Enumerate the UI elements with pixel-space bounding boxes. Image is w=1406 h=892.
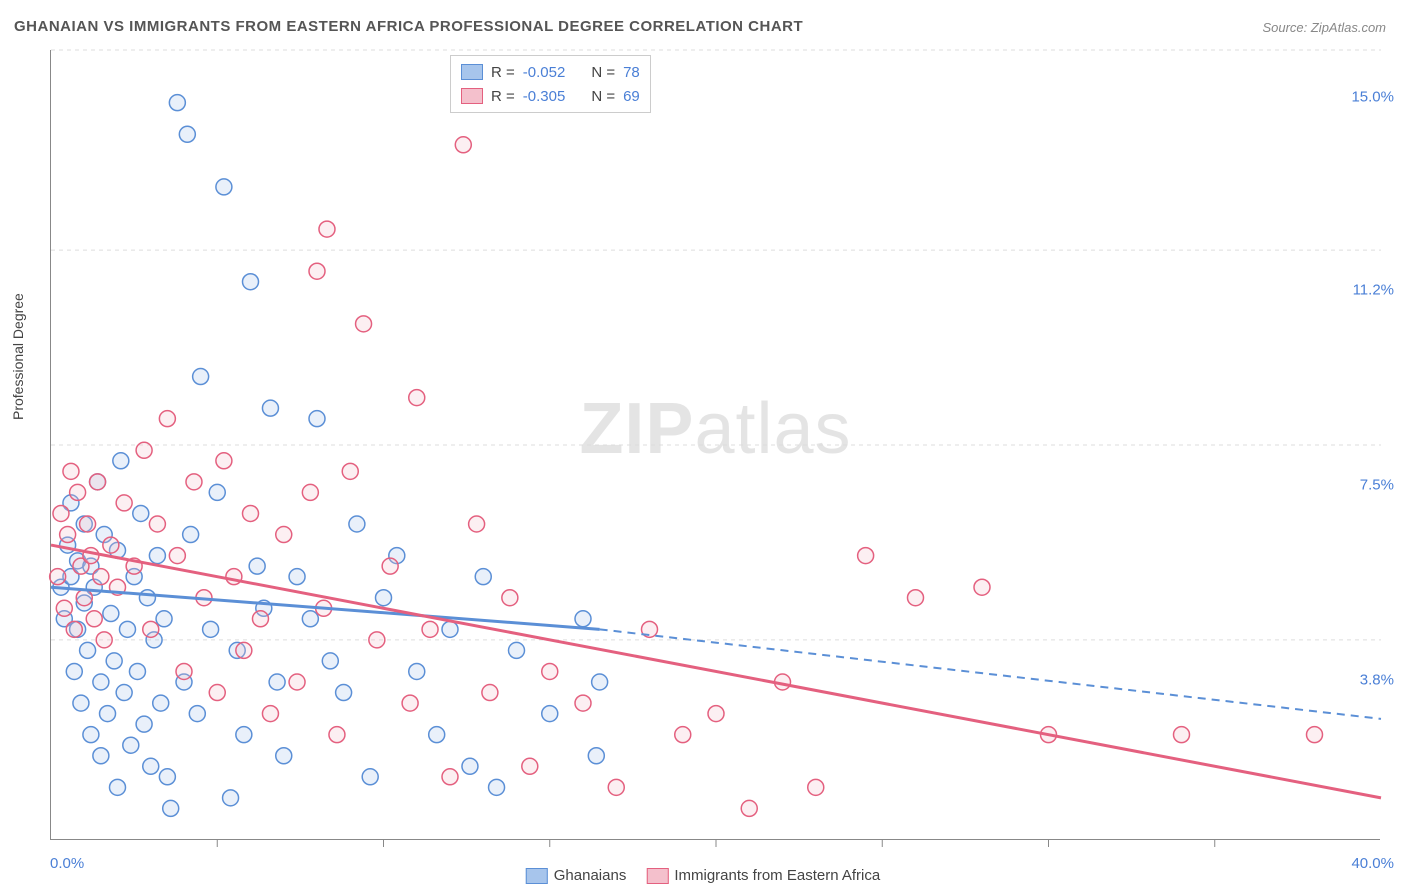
legend-swatch-blue xyxy=(526,868,548,884)
legend-n-label: N = xyxy=(591,88,615,105)
plot-area: ZIPatlas xyxy=(50,50,1380,840)
legend-label: Immigrants from Eastern Africa xyxy=(674,867,880,884)
y-tick-label: 3.8% xyxy=(1360,672,1394,689)
y-tick-label: 7.5% xyxy=(1360,477,1394,494)
legend-r-value: -0.305 xyxy=(523,88,566,105)
y-tick-label: 15.0% xyxy=(1351,89,1394,106)
correlation-legend: R = -0.052 N = 78 R = -0.305 N = 69 xyxy=(450,55,651,113)
chart-svg xyxy=(51,50,1380,839)
chart-title: GHANAIAN VS IMMIGRANTS FROM EASTERN AFRI… xyxy=(14,18,803,35)
legend-n-value: 78 xyxy=(623,64,640,81)
bottom-legend: Ghanaians Immigrants from Eastern Africa xyxy=(526,867,880,884)
legend-n-label: N = xyxy=(591,64,615,81)
legend-r-label: R = xyxy=(491,64,515,81)
legend-row: R = -0.305 N = 69 xyxy=(461,84,640,108)
legend-r-label: R = xyxy=(491,88,515,105)
source-label: Source: ZipAtlas.com xyxy=(1262,20,1386,35)
legend-label: Ghanaians xyxy=(554,867,627,884)
y-tick-label: 11.2% xyxy=(1353,282,1394,299)
legend-swatch-blue xyxy=(461,64,483,80)
legend-item: Ghanaians xyxy=(526,867,627,884)
legend-swatch-pink xyxy=(646,868,668,884)
x-tick-label: 40.0% xyxy=(1351,855,1394,872)
x-tick-label: 0.0% xyxy=(50,855,84,872)
legend-item: Immigrants from Eastern Africa xyxy=(646,867,880,884)
y-axis-label: Professional Degree xyxy=(10,293,26,420)
legend-swatch-pink xyxy=(461,88,483,104)
legend-row: R = -0.052 N = 78 xyxy=(461,60,640,84)
legend-r-value: -0.052 xyxy=(523,64,566,81)
legend-n-value: 69 xyxy=(623,88,640,105)
